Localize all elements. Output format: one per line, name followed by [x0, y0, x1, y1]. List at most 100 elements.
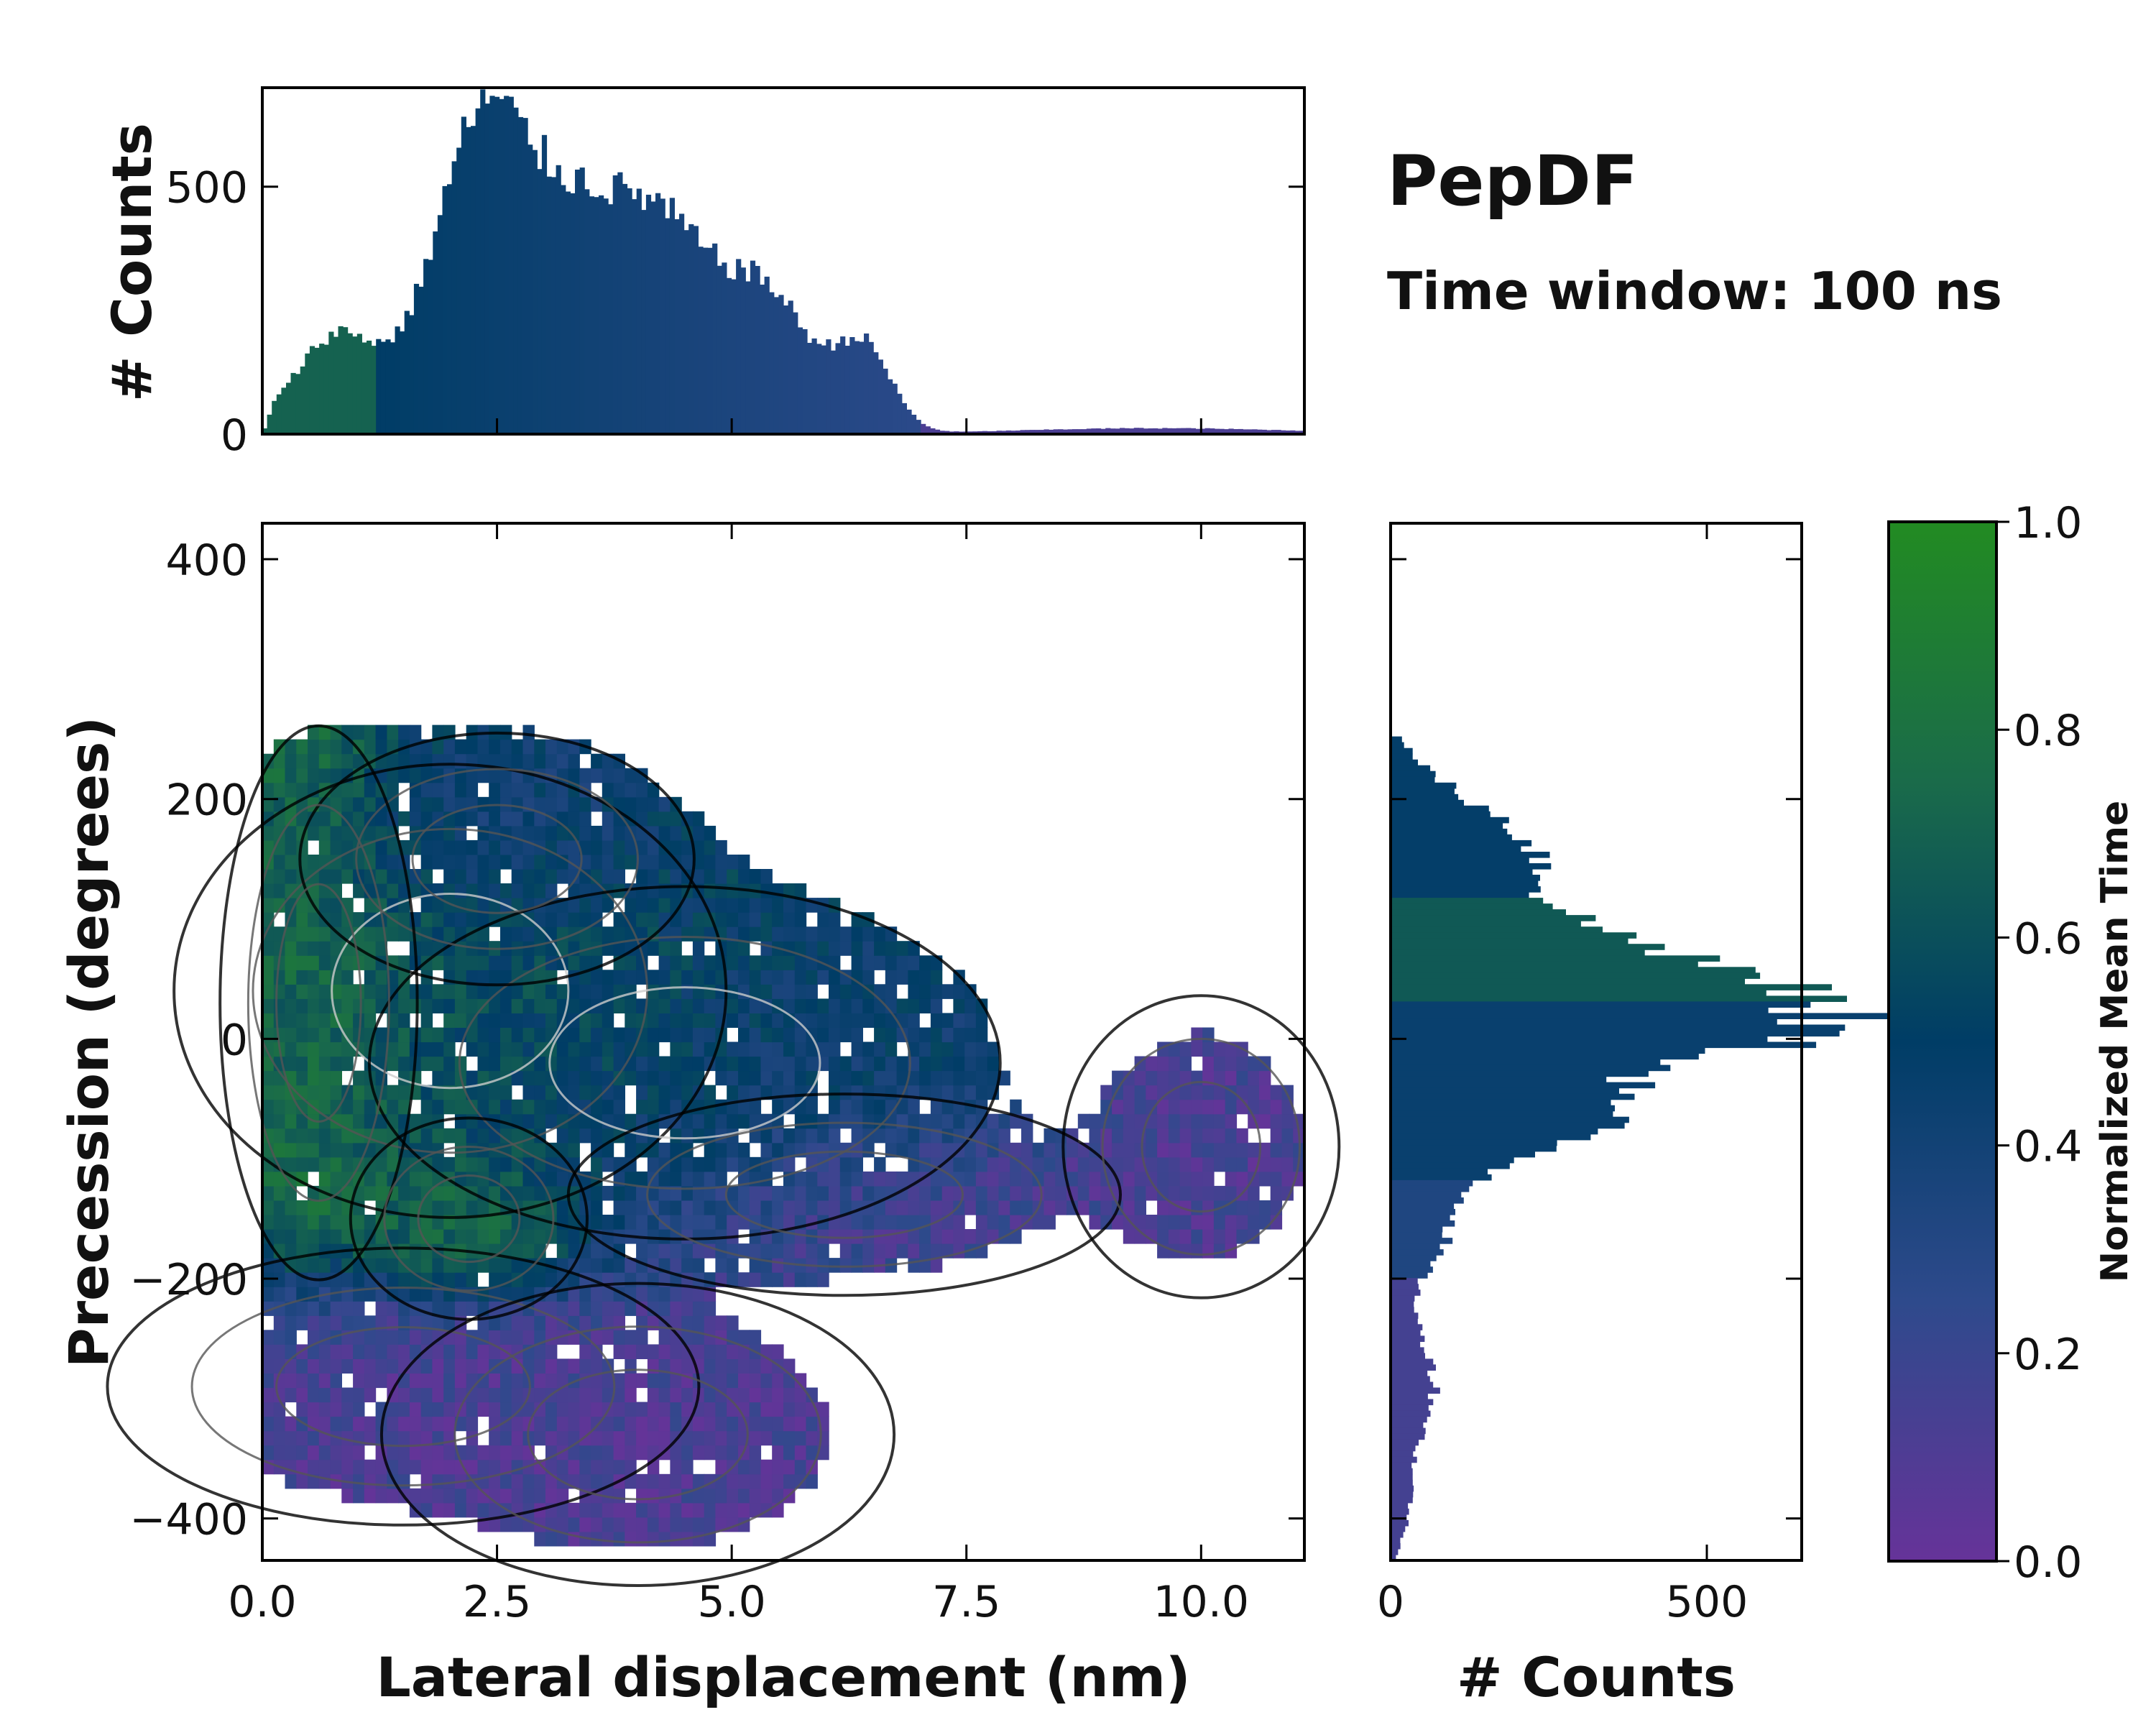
heatmap-cell — [534, 1373, 546, 1389]
heatmap-cell — [704, 869, 717, 884]
heatmap-cell — [839, 1099, 852, 1115]
heatmap-cell — [613, 768, 625, 783]
heatmap-cell — [760, 1085, 773, 1100]
heatmap-cell — [987, 1041, 1000, 1057]
heatmap-cell — [681, 1128, 694, 1144]
heatmap-cell — [591, 1517, 603, 1532]
heatmap-cell — [953, 1229, 965, 1244]
heatmap-cell — [727, 1402, 739, 1417]
heatmap-cell — [296, 1430, 308, 1446]
contour-line — [275, 883, 362, 1123]
heatmap-cell — [353, 1459, 365, 1475]
heatmap-cell — [500, 1517, 512, 1532]
heatmap-cell — [579, 1085, 591, 1100]
heatmap-cell — [602, 1301, 614, 1316]
heatmap-cell — [829, 1085, 841, 1100]
heatmap-cell — [647, 1013, 660, 1028]
heatmap-cell — [806, 1473, 818, 1489]
heatmap-cell — [1259, 1070, 1271, 1086]
heatmap-cell — [443, 1272, 456, 1287]
top-histogram-bar — [1200, 428, 1206, 434]
heatmap-cell — [341, 1287, 354, 1302]
top-histogram-bar — [811, 338, 817, 434]
heatmap-cell — [625, 970, 637, 985]
top-histogram-bar — [1181, 428, 1187, 434]
heatmap-cell — [1248, 1070, 1260, 1086]
heatmap-cell — [975, 1013, 988, 1028]
heatmap-cell — [1021, 1128, 1033, 1144]
heatmap-cell — [738, 1142, 750, 1158]
heatmap-cell — [839, 1070, 852, 1086]
heatmap-cell — [1281, 1156, 1294, 1172]
heatmap-cell — [273, 1185, 286, 1201]
heatmap-cell — [579, 1027, 591, 1043]
heatmap-cell — [534, 869, 546, 884]
heatmap-cell — [681, 840, 694, 855]
right-histogram-bar — [1391, 1226, 1443, 1233]
heatmap-cell — [500, 1430, 512, 1446]
heatmap-cell — [511, 855, 524, 870]
heatmap-cell — [591, 1502, 603, 1518]
heatmap-cell — [285, 1330, 297, 1345]
heatmap-cell — [806, 926, 818, 942]
heatmap-cell — [772, 926, 784, 942]
heatmap-cell — [1202, 1156, 1215, 1172]
heatmap-cell — [885, 1229, 898, 1244]
top-histogram-bar — [717, 265, 722, 434]
heatmap-cell — [862, 1056, 875, 1072]
heatmap-cell — [432, 1315, 444, 1330]
top-y-tick-label: 500 — [165, 163, 248, 213]
heatmap-cell — [409, 1243, 422, 1259]
heatmap-cell — [862, 1185, 875, 1201]
heatmap-cell — [953, 998, 965, 1013]
heatmap-cell — [908, 984, 920, 999]
heatmap-cell — [613, 1215, 625, 1230]
contour-line — [367, 885, 1002, 1241]
heatmap-cell — [398, 1099, 410, 1115]
heatmap-cell — [670, 912, 682, 927]
heatmap-cell — [704, 1200, 717, 1215]
heatmap-cell — [420, 912, 433, 927]
heatmap-cell — [443, 1156, 456, 1172]
heatmap-cell — [704, 1488, 717, 1504]
heatmap-cell — [556, 912, 569, 927]
top-histogram-bar — [807, 343, 813, 434]
right-histogram-bar — [1391, 1145, 1557, 1152]
heatmap-cell — [817, 912, 829, 927]
heatmap-cell — [772, 1445, 784, 1460]
top-histogram-bar — [1096, 428, 1102, 434]
heatmap-cell — [715, 869, 727, 884]
heatmap-cell — [704, 1502, 717, 1518]
heatmap-cell — [658, 1142, 671, 1158]
heatmap-cell — [749, 1330, 762, 1345]
heatmap-cell — [1010, 1215, 1022, 1230]
heatmap-cell — [919, 1142, 931, 1158]
heatmap-cell — [432, 1301, 444, 1316]
heatmap-cell — [625, 912, 637, 927]
heatmap-cell — [420, 1128, 433, 1144]
heatmap-cell — [579, 1402, 591, 1417]
top-histogram-bar — [1276, 430, 1281, 434]
heatmap-cell — [489, 1156, 501, 1172]
heatmap-cell — [285, 1272, 297, 1287]
heatmap-cell — [353, 753, 365, 769]
heatmap-cell — [806, 970, 818, 985]
heatmap-cell — [318, 1459, 331, 1475]
heatmap-cell — [602, 1430, 614, 1446]
right-histogram-bar — [1391, 909, 1566, 916]
heatmap-cell — [1089, 1215, 1101, 1230]
heatmap-cell — [908, 1200, 920, 1215]
top-histogram-bar — [835, 343, 841, 434]
heatmap-cell — [874, 955, 886, 970]
heatmap-cell — [341, 1056, 354, 1072]
heatmap-cell — [647, 1531, 660, 1547]
heatmap-cell — [1089, 1171, 1101, 1187]
heatmap-cell — [420, 1041, 433, 1057]
heatmap-cell — [443, 1229, 456, 1244]
heatmap-cell — [1100, 1185, 1112, 1201]
heatmap-cell — [930, 1099, 943, 1115]
right-histogram-bar — [1391, 995, 1847, 1002]
heatmap-cell — [477, 984, 489, 999]
heatmap-cell — [1157, 1128, 1169, 1144]
heatmap-cell — [670, 1027, 682, 1043]
